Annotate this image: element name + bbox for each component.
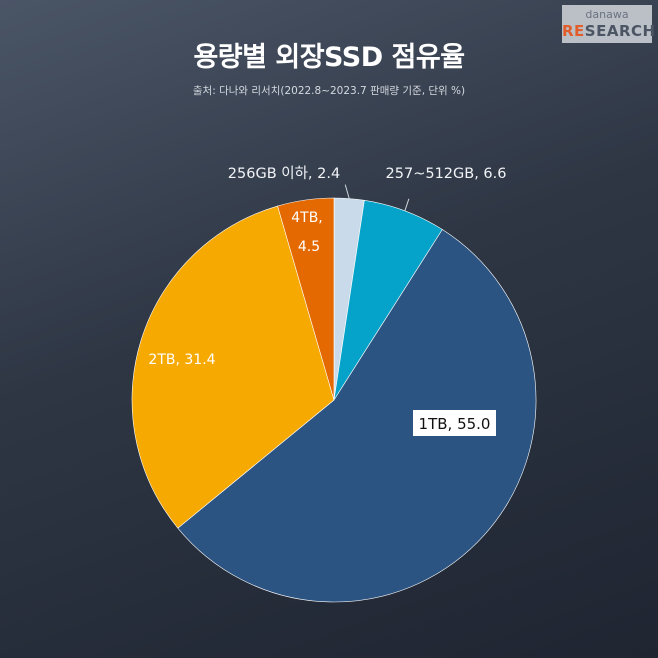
logo-line2-highlight: RE [562,22,585,40]
pie-labels: 256GB 이하, 2.4 257~512GB, 6.6 1TB, 55.0 2TB,… [148,165,506,436]
pie-slices [131,197,537,603]
data-label-4tb-line1: 4TB, [291,210,323,226]
data-label-256gb: 256GB 이하, 2.4 [228,165,340,182]
logo-line1: danawa [585,8,629,21]
data-label-4tb-line2: 4.5 [298,239,320,255]
leader-line-257-512gb [404,198,410,212]
chart-title: 용량별 외장SSD 점유율 [193,42,465,73]
pie-slice-4tb [277,197,335,401]
leader-line-256gb [344,184,350,199]
pie-slice-2tb [131,205,335,529]
data-label-2tb: 2TB, 31.4 [148,352,215,368]
data-label-1tb-box [413,410,496,436]
logo-line2: RESEARCH [562,22,655,40]
data-label-257-512gb: 257~512GB, 6.6 [386,166,507,182]
logo-line2-rest: SEARCH [584,22,656,40]
pie-slice-1tb [177,229,537,603]
data-label-1tb: 1TB, 55.0 [419,415,491,433]
chart-source-note: 출처: 다나와 리서치(2022.8~2023.7 판매량 기준, 단위 %) [192,85,466,97]
danawa-research-logo: danawa RESEARCH [562,5,655,43]
